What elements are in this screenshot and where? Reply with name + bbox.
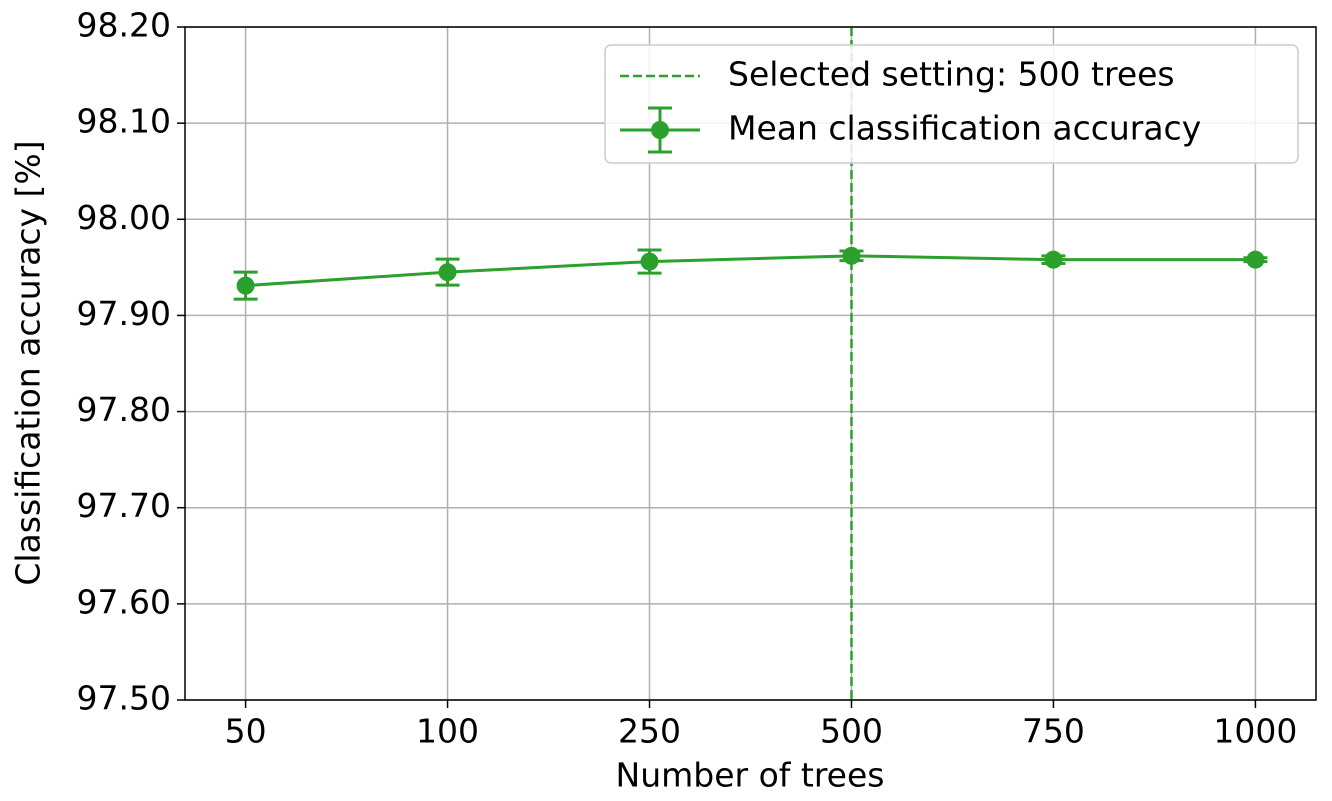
y-tick-label: 97.50 xyxy=(77,679,171,718)
x-tick-label: 1000 xyxy=(1213,712,1297,751)
legend-label: Selected setting: 500 trees xyxy=(728,55,1175,94)
data-point xyxy=(438,263,457,282)
y-tick-label: 98.00 xyxy=(77,198,171,237)
y-tick-label: 97.90 xyxy=(77,294,171,333)
y-tick-label: 98.20 xyxy=(77,6,171,45)
y-tick-label: 97.70 xyxy=(77,486,171,525)
plot-frame xyxy=(184,26,1317,701)
data-line xyxy=(245,254,1256,288)
legend-label: Mean classification accuracy xyxy=(728,109,1201,148)
legend-box xyxy=(604,44,1299,164)
x-axis-label: Number of trees xyxy=(616,756,885,795)
x-tick-label: 100 xyxy=(416,712,479,751)
x-tick-label: 750 xyxy=(1022,712,1085,751)
x-tick-label: 50 xyxy=(225,712,267,751)
x-tick-label: 250 xyxy=(618,712,681,751)
y-tick-label: 97.60 xyxy=(77,582,171,621)
data-point xyxy=(236,276,255,295)
data-point xyxy=(1044,250,1063,269)
y-axis-label: Classification accuracy [%] xyxy=(9,140,48,585)
data-point xyxy=(640,252,659,271)
data-point xyxy=(842,246,861,265)
y-tick-label: 97.80 xyxy=(77,390,171,429)
x-tick-label: 500 xyxy=(820,712,883,751)
legend-swatch xyxy=(651,121,669,139)
data-point xyxy=(1246,250,1265,269)
y-tick-label: 98.10 xyxy=(77,102,171,141)
